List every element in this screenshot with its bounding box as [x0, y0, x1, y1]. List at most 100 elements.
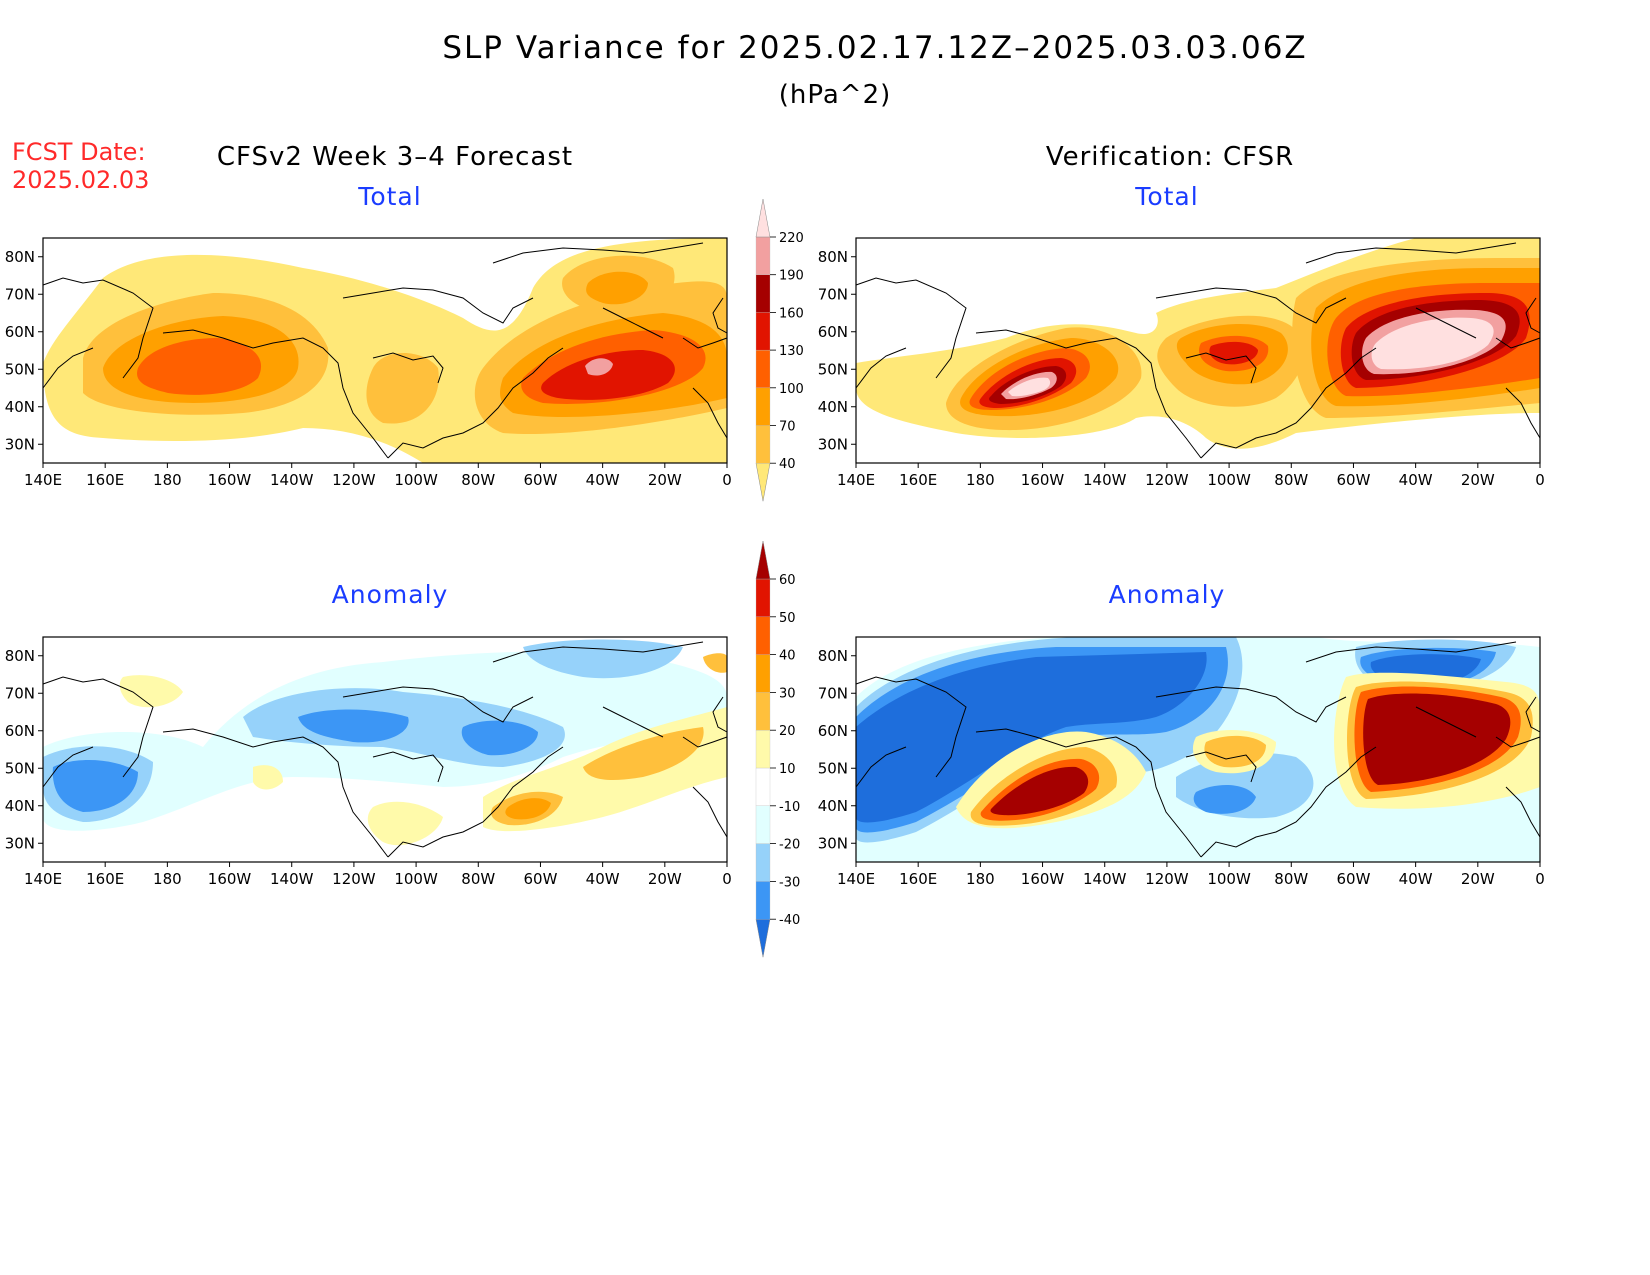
- contour-p2: [583, 727, 704, 780]
- lat-tick-label: 50N: [818, 759, 848, 777]
- lon-tick-label: 80W: [1274, 870, 1308, 888]
- colorbar-box: [755, 654, 771, 693]
- contour-p6: [990, 766, 1089, 816]
- panel-title-verification-anomaly: Anomaly: [1108, 580, 1226, 609]
- lon-tick-label: 40W: [1399, 870, 1433, 888]
- lat-tick-label: 80N: [5, 248, 35, 266]
- contour-t3: [586, 271, 648, 305]
- lat-tick-label: 30N: [5, 834, 35, 852]
- map-forecast-anomaly: 140E 160E 180 160W 140W 120W 100W 80W 60W 40W 20W 0…: [5, 636, 732, 888]
- lon-tick-label: 180: [153, 870, 182, 888]
- lon-tick-label: 80W: [461, 471, 495, 489]
- lat-tick-label: 40N: [5, 398, 35, 416]
- contour-t8: [1008, 377, 1051, 397]
- lat-tick-label: 50N: [5, 759, 35, 777]
- lat-tick-label: 80N: [818, 248, 848, 266]
- lat-tick-label: 70N: [5, 285, 35, 303]
- contour-t5: [541, 350, 675, 400]
- colorbar-box: [755, 312, 771, 351]
- colorbar-label: 20: [779, 724, 796, 739]
- colorbar-label: -20: [779, 838, 800, 853]
- lon-tick-label: 180: [153, 471, 182, 489]
- lon-tick-label: 140W: [1083, 471, 1127, 489]
- lon-tick-label: 100W: [1207, 870, 1251, 888]
- lon-tick-label: 140E: [837, 870, 875, 888]
- lon-tick-label: 140E: [837, 471, 875, 489]
- contour-p1: [119, 675, 183, 708]
- contour-n3: [461, 720, 538, 756]
- panel-title-forecast-total: Total: [358, 182, 422, 211]
- lon-tick-label: 100W: [1207, 471, 1251, 489]
- lon-tick-label: 60W: [523, 870, 557, 888]
- colorbar-label: -10: [779, 800, 800, 815]
- lon-tick-label: 180: [966, 870, 995, 888]
- lon-tick-label: 120W: [332, 471, 376, 489]
- colorbar-anomaly: -40 -30 -20 -10 10 20 30 40 50 60: [755, 540, 800, 958]
- colorbar-total: 40 70 100 130 160 190 220: [755, 198, 804, 502]
- lon-tick-label: 60W: [1336, 870, 1370, 888]
- contour-p2: [703, 653, 727, 673]
- contour-t7: [585, 358, 613, 376]
- lon-tick-label: 140W: [270, 471, 314, 489]
- contour-n3: [52, 760, 138, 812]
- colorbar-label: 40: [779, 457, 796, 472]
- lon-tick-label: 160E: [899, 471, 937, 489]
- colorbar-label: 30: [779, 686, 796, 701]
- lon-tick-label: 120W: [332, 870, 376, 888]
- coastlines: [855, 641, 1541, 858]
- colorbar-lower-arrow: [755, 918, 771, 958]
- lat-tick-label: 50N: [5, 360, 35, 378]
- colorbar-label: 100: [779, 382, 804, 397]
- lon-tick-label: 120W: [1145, 870, 1189, 888]
- contour-n3: [298, 709, 409, 743]
- lat-tick-label: 60N: [818, 323, 848, 341]
- lat-tick-label: 50N: [818, 360, 848, 378]
- lon-tick-label: 60W: [1336, 471, 1370, 489]
- colorbar-label: 130: [779, 344, 804, 359]
- lon-tick-label: 80W: [1274, 471, 1308, 489]
- lat-tick-label: 40N: [5, 797, 35, 815]
- figure-title: SLP Variance for 2025.02.17.12Z–2025.03.…: [442, 30, 1308, 66]
- map-frame: [855, 237, 1541, 464]
- lat-tick-label: 40N: [818, 797, 848, 815]
- field-contours: [856, 238, 1540, 449]
- field-contours: [43, 238, 727, 463]
- map-frame: [855, 636, 1541, 863]
- forecast-date-value: 2025.02.03: [12, 166, 150, 194]
- lon-tick-label: 60W: [523, 471, 557, 489]
- lon-tick-label: 140E: [24, 471, 62, 489]
- lon-tick-label: 160W: [208, 870, 252, 888]
- lat-tick-label: 80N: [818, 647, 848, 665]
- lat-tick-label: 60N: [5, 323, 35, 341]
- lon-tick-label: 40W: [1399, 471, 1433, 489]
- lat-tick-label: 60N: [5, 722, 35, 740]
- lon-tick-label: 0: [1535, 870, 1545, 888]
- lon-tick-label: 140W: [1083, 870, 1127, 888]
- contour-p2: [1204, 735, 1266, 768]
- lat-tick-label: 60N: [818, 722, 848, 740]
- colorbar-box: [755, 425, 771, 464]
- lon-tick-label: 140E: [24, 870, 62, 888]
- lon-tick-label: 160E: [899, 870, 937, 888]
- lat-tick-label: 70N: [5, 684, 35, 702]
- lat-tick-label: 40N: [818, 398, 848, 416]
- colorbar-box: [755, 843, 771, 882]
- colorbar-label: -30: [779, 875, 800, 890]
- colorbar-box: [755, 767, 771, 806]
- map-forecast-total: 140E 160E 180 160W 140W 120W 100W 80W 60W 40W 20W 0…: [5, 237, 732, 489]
- lon-tick-label: 140W: [270, 870, 314, 888]
- units-label: (hPa^2): [778, 80, 892, 110]
- map-frame: [42, 237, 728, 464]
- colorbar-label: 10: [779, 762, 796, 777]
- lat-tick-label: 80N: [5, 647, 35, 665]
- colorbar-label: 160: [779, 306, 804, 321]
- lon-tick-label: 100W: [394, 471, 438, 489]
- colorbar-label: 60: [779, 573, 796, 588]
- lon-tick-label: 0: [722, 870, 732, 888]
- lon-tick-label: 20W: [1461, 870, 1495, 888]
- map-frame: [42, 636, 728, 863]
- colorbar-box: [755, 274, 771, 313]
- lon-tick-label: 120W: [1145, 471, 1189, 489]
- panel-title-verification-total: Total: [1135, 182, 1199, 211]
- colorbar-label: 190: [779, 269, 804, 284]
